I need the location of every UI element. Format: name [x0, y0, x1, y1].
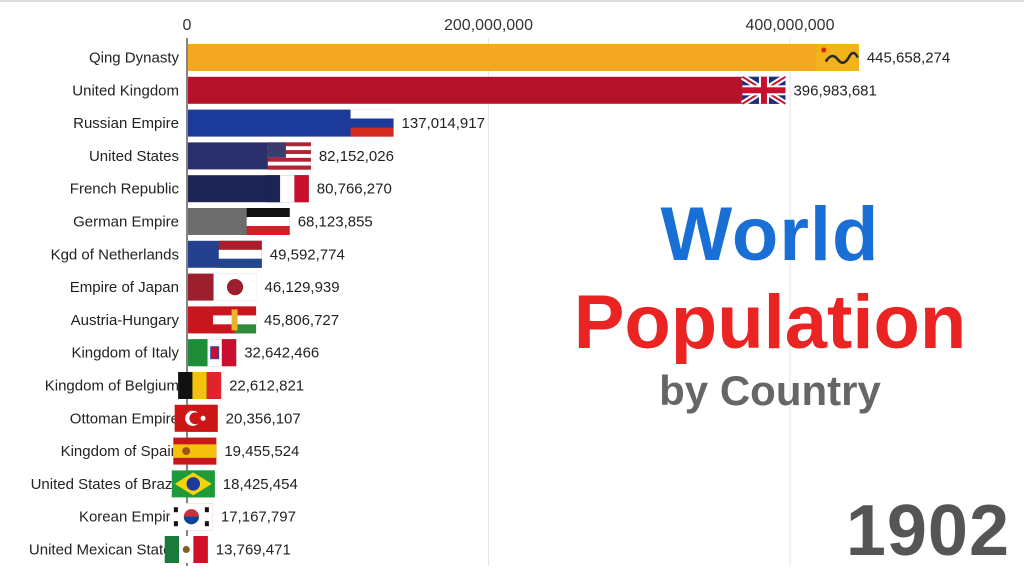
value-label: 20,356,107 [226, 410, 301, 427]
bar-row: Kingdom of Italy 32,642,466 [71, 339, 319, 367]
value-label: 17,167,797 [221, 509, 296, 526]
x-tick-label: 0 [183, 17, 192, 34]
bar [188, 44, 859, 71]
bar-row: Kingdom of Belgium 22,612,821 [45, 372, 304, 399]
chart-subtitle: by Country [659, 367, 881, 414]
category-label: German Empire [73, 214, 179, 231]
value-label: 46,129,939 [265, 279, 340, 296]
value-label: 22,612,821 [229, 378, 304, 395]
bar-row: Russian Empire 137,014,917 [73, 109, 485, 137]
ottoman-flag-icon [174, 404, 218, 432]
uk-flag-icon [740, 74, 788, 107]
bar-row: Korean Empire 17,167,797 [79, 503, 296, 531]
bar-row: Empire of Japan 46,129,939 [70, 273, 340, 301]
value-label: 82,152,026 [319, 148, 394, 165]
value-label: 45,806,727 [264, 312, 339, 329]
value-label: 68,123,855 [298, 214, 373, 231]
value-label: 32,642,466 [244, 345, 319, 362]
bar-row: German Empire 68,123,855 [73, 208, 373, 235]
category-label: Kingdom of Belgium [45, 378, 179, 395]
bar-row: Ottoman Empire 20,356,107 [70, 404, 301, 432]
value-label: 445,658,274 [867, 50, 950, 67]
france-flag-icon [265, 175, 309, 203]
value-label: 49,592,774 [270, 246, 345, 263]
japan-flag-icon [213, 273, 257, 301]
bar-row: United States of Brazil 18,425,454 [31, 470, 298, 498]
bar-row: Qing Dynasty 445,658,274 [89, 44, 950, 71]
bar-row: United Mexican States 13,769,471 [29, 536, 291, 563]
value-label: 396,983,681 [793, 82, 876, 99]
german-empire-flag-icon [246, 208, 290, 235]
title-population: Population [573, 280, 967, 365]
category-label: United States of Brazil [31, 476, 179, 493]
value-label: 19,455,524 [224, 443, 299, 460]
brazil-flag-icon [171, 470, 215, 498]
title-world: World [660, 192, 880, 277]
qing-dragon-flag-icon [815, 44, 859, 71]
bar-row: French Republic 80,766,270 [70, 175, 392, 203]
category-label: Kingdom of Spain [61, 443, 179, 460]
category-label: United States [89, 148, 179, 165]
category-label: United Kingdom [72, 82, 179, 99]
chart-title-block: World Population by Country [560, 190, 980, 416]
us-flag-icon [267, 142, 311, 170]
belgium-flag-icon [178, 372, 222, 399]
bar-row: United Kingdom 396,983,681 [72, 74, 877, 107]
category-label: French Republic [70, 181, 180, 198]
spain-flag-icon [173, 437, 217, 465]
category-label: Qing Dynasty [89, 50, 180, 67]
category-label: Ottoman Empire [70, 410, 179, 427]
category-label: Empire of Japan [70, 279, 179, 296]
korea-flag-icon [169, 503, 213, 531]
x-tick-label: 200,000,000 [444, 17, 533, 34]
netherlands-flag-icon [218, 240, 262, 268]
russia-flag-icon [350, 109, 394, 137]
category-label: Korean Empire [79, 509, 179, 526]
austria-hungary-flag-icon [213, 306, 257, 334]
value-label: 18,425,454 [223, 476, 298, 493]
x-tick-label: 400,000,000 [746, 17, 835, 34]
year-label: 1902 [845, 491, 1010, 571]
mexico-flag-icon [164, 536, 208, 563]
bar-row: Austria-Hungary 45,806,727 [71, 306, 339, 334]
value-label: 137,014,917 [402, 115, 485, 132]
italy-flag-icon [193, 339, 237, 367]
bar-row: Kingdom of Spain 19,455,524 [61, 437, 299, 465]
bar [188, 76, 786, 104]
bar-row: United States 82,152,026 [89, 142, 394, 170]
value-label: 13,769,471 [216, 542, 291, 559]
category-label: Austria-Hungary [71, 312, 180, 329]
value-label: 80,766,270 [317, 181, 392, 198]
category-label: Kgd of Netherlands [51, 246, 179, 263]
bar-row: Kgd of Netherlands 49,592,774 [51, 240, 345, 268]
category-label: United Mexican States [29, 542, 179, 559]
category-label: Kingdom of Italy [71, 345, 179, 362]
category-label: Russian Empire [73, 115, 179, 132]
